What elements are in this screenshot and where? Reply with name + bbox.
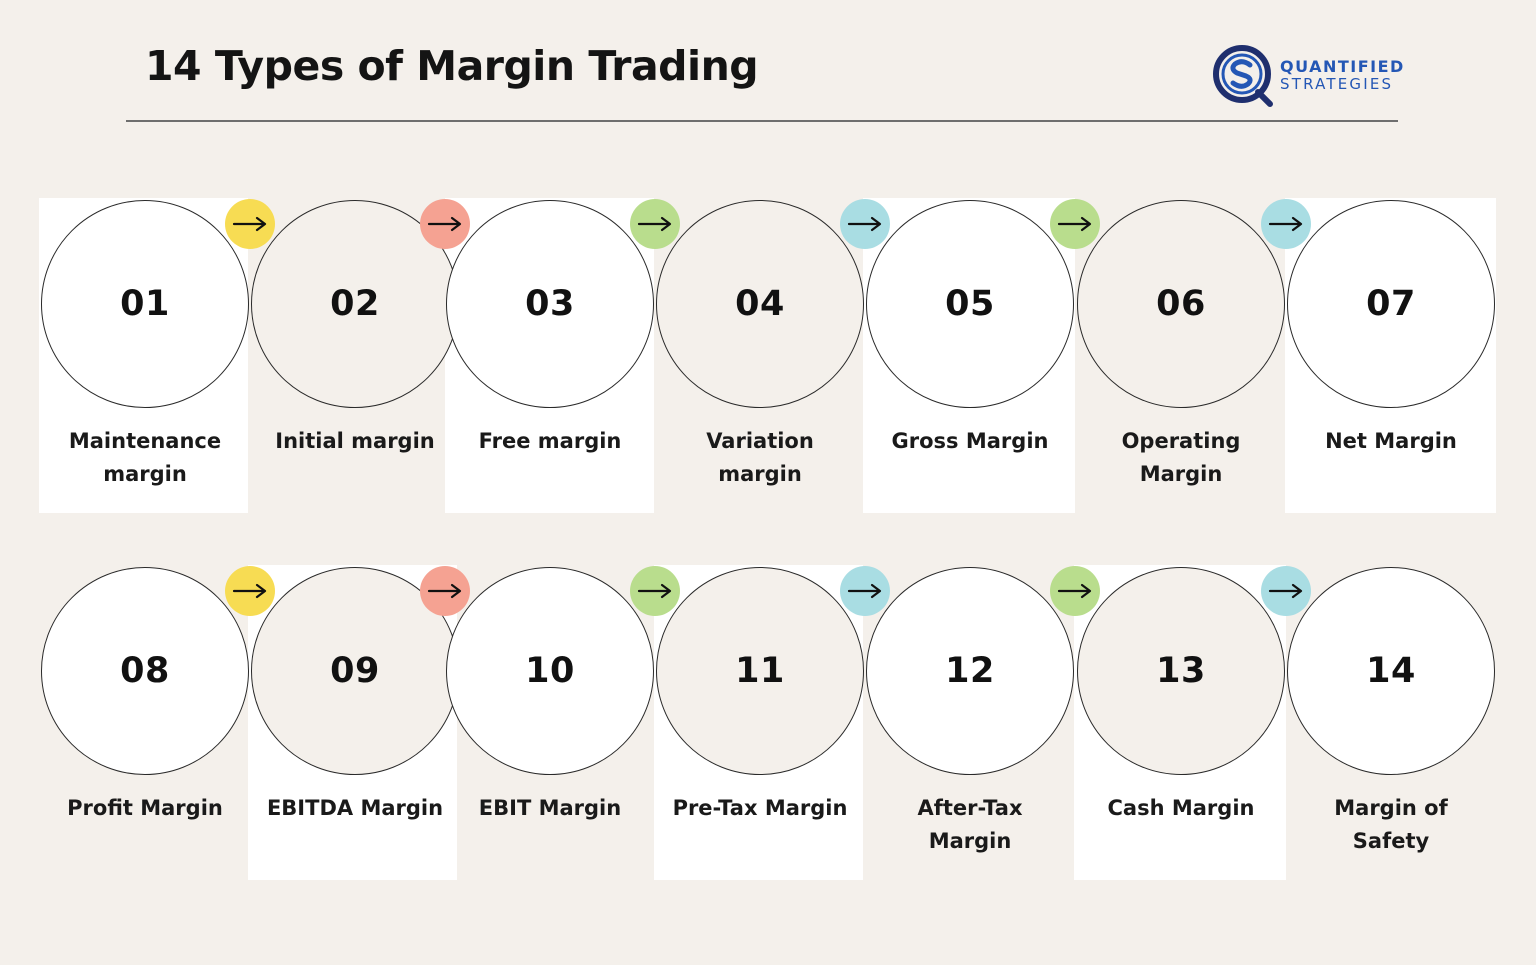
step-number: 07 [1366, 284, 1416, 324]
step-number: 06 [1156, 284, 1206, 324]
step-circle: 01 [41, 200, 249, 408]
step-circle: 03 [446, 200, 654, 408]
step-circle: 12 [866, 567, 1074, 775]
step-label: Profit Margin [67, 796, 223, 820]
right-arrow-icon [420, 566, 470, 616]
right-arrow-icon [1050, 199, 1100, 249]
step-number: 04 [735, 284, 785, 324]
step-number: 11 [735, 651, 785, 691]
right-arrow-icon [840, 566, 890, 616]
step-number: 09 [330, 651, 380, 691]
right-arrow-icon [225, 199, 275, 249]
step-label: EBITDA Margin [266, 796, 444, 820]
step-number: 10 [525, 651, 575, 691]
right-arrow-icon [630, 199, 680, 249]
step-circle: 07 [1287, 200, 1495, 408]
step-label: Cash Margin [1107, 796, 1255, 820]
qs-logo-icon [1213, 45, 1273, 107]
step-circle: 06 [1077, 200, 1285, 408]
step-circle: 10 [446, 567, 654, 775]
step-label: Initial margin [275, 429, 435, 453]
step-number: 01 [120, 284, 170, 324]
step-label: Maintenance margin [68, 429, 222, 486]
step-number: 08 [120, 651, 170, 691]
right-arrow-icon [1261, 566, 1311, 616]
right-arrow-icon [420, 199, 470, 249]
step-circle: 08 [41, 567, 249, 775]
step-circle: 13 [1077, 567, 1285, 775]
step-label: Gross Margin [891, 429, 1049, 453]
step-circle: 11 [656, 567, 864, 775]
quantified-strategies-logo: QUANTIFIED STRATEGIES [1212, 42, 1412, 108]
step-number: 13 [1156, 651, 1206, 691]
right-arrow-icon [225, 566, 275, 616]
logo-text-strategies: STRATEGIES [1280, 75, 1394, 93]
step-number: 03 [525, 284, 575, 324]
step-label: Free margin [478, 429, 622, 453]
step-number: 14 [1366, 651, 1416, 691]
right-arrow-icon [840, 199, 890, 249]
step-number: 02 [330, 284, 380, 324]
step-number: 05 [945, 284, 995, 324]
step-label: Variation margin [706, 429, 814, 486]
step-circle: 05 [866, 200, 1074, 408]
step-number: 12 [945, 651, 995, 691]
step-label: Operating Margin [1121, 429, 1241, 486]
logo-text-quantified: QUANTIFIED [1280, 57, 1405, 76]
right-arrow-icon [1050, 566, 1100, 616]
step-label: Margin of Safety [1334, 796, 1448, 853]
right-arrow-icon [630, 566, 680, 616]
step-label: EBIT Margin [478, 796, 622, 820]
page-title: 14 Types of Margin Trading [145, 42, 759, 90]
step-circle: 14 [1287, 567, 1495, 775]
step-circle: 04 [656, 200, 864, 408]
step-label: After-Tax Margin [917, 796, 1023, 853]
step-circle: 09 [251, 567, 459, 775]
step-label: Pre-Tax Margin [672, 796, 848, 820]
step-label: Net Margin [1325, 429, 1457, 453]
right-arrow-icon [1261, 199, 1311, 249]
title-divider [126, 120, 1398, 122]
